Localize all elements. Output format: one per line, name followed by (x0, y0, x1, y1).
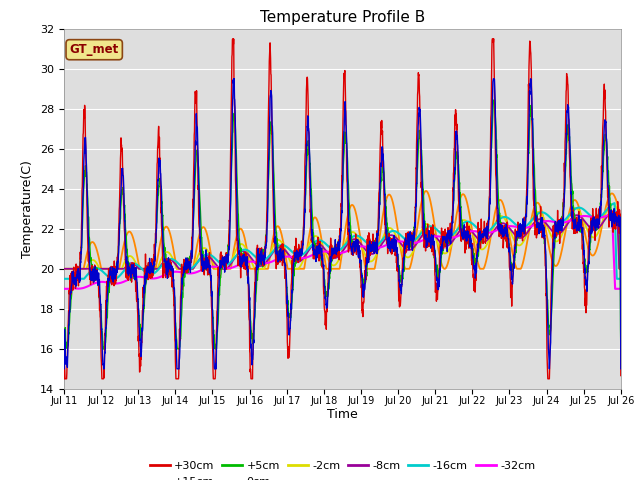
Line: +30cm: +30cm (64, 39, 621, 379)
-16cm (358, 236, 366, 241)
-8cm (60, 266, 68, 272)
-32cm (60, 286, 68, 292)
-8cm (504, 224, 512, 229)
+5cm (584, 270, 591, 276)
+15cm (60, 366, 68, 372)
-8cm (358, 243, 366, 249)
+30cm (504, 246, 512, 252)
Line: +5cm: +5cm (64, 100, 621, 349)
+30cm (568, 210, 575, 216)
-2cm (358, 246, 366, 252)
-32cm (358, 243, 366, 249)
-16cm (568, 209, 575, 215)
-16cm (504, 215, 512, 221)
-16cm (60, 276, 68, 282)
-8cm (568, 216, 575, 221)
Line: -16cm: -16cm (64, 203, 621, 279)
-2cm (371, 255, 378, 261)
+30cm (371, 242, 379, 248)
+15cm (216, 276, 223, 281)
Line: -32cm: -32cm (64, 213, 621, 289)
X-axis label: Time: Time (327, 408, 358, 421)
Line: -8cm: -8cm (64, 211, 621, 269)
0cm (422, 188, 430, 194)
-2cm (60, 266, 68, 272)
-2cm (617, 266, 625, 272)
-32cm (568, 217, 575, 223)
+5cm (358, 278, 366, 284)
-8cm (371, 250, 378, 256)
0cm (504, 226, 512, 232)
Line: 0cm: 0cm (64, 191, 621, 269)
+15cm (359, 284, 367, 289)
+5cm (617, 346, 625, 352)
-16cm (583, 210, 591, 216)
-16cm (617, 276, 625, 282)
0cm (60, 266, 68, 272)
-8cm (610, 208, 618, 214)
0cm (371, 266, 378, 272)
Legend: +30cm, +15cm, +5cm, 0cm, -2cm, -8cm, -16cm, -32cm: +30cm, +15cm, +5cm, 0cm, -2cm, -8cm, -16… (145, 457, 540, 480)
+15cm (504, 236, 512, 242)
+5cm (216, 290, 223, 296)
0cm (617, 266, 625, 272)
-2cm (568, 208, 575, 214)
-32cm (216, 264, 223, 270)
Line: -2cm: -2cm (64, 204, 621, 269)
+15cm (230, 76, 237, 82)
0cm (216, 266, 223, 272)
0cm (584, 241, 591, 247)
+5cm (568, 181, 575, 187)
Title: Temperature Profile B: Temperature Profile B (260, 10, 425, 25)
Line: +15cm: +15cm (64, 79, 621, 369)
-2cm (609, 201, 616, 207)
-2cm (216, 266, 223, 272)
-32cm (504, 223, 512, 229)
+15cm (584, 279, 591, 285)
-8cm (617, 266, 625, 272)
+5cm (371, 240, 378, 246)
+15cm (617, 366, 625, 372)
+30cm (617, 372, 625, 378)
+30cm (229, 36, 237, 42)
-32cm (608, 210, 616, 216)
+30cm (584, 275, 591, 280)
+15cm (568, 204, 575, 210)
Text: GT_met: GT_met (70, 43, 119, 56)
-16cm (371, 243, 378, 249)
+5cm (504, 244, 512, 250)
0cm (358, 248, 366, 254)
+30cm (216, 275, 223, 281)
-16cm (216, 260, 223, 265)
-2cm (583, 226, 591, 232)
-2cm (504, 223, 512, 228)
+30cm (60, 376, 68, 382)
+30cm (359, 307, 367, 312)
-16cm (611, 200, 618, 206)
Y-axis label: Temperature(C): Temperature(C) (22, 160, 35, 258)
-32cm (617, 286, 625, 292)
+5cm (60, 346, 68, 352)
0cm (568, 201, 575, 206)
+15cm (371, 239, 379, 245)
-8cm (583, 221, 591, 227)
-32cm (583, 213, 591, 219)
+5cm (490, 97, 498, 103)
-8cm (216, 265, 223, 271)
-32cm (371, 245, 378, 251)
